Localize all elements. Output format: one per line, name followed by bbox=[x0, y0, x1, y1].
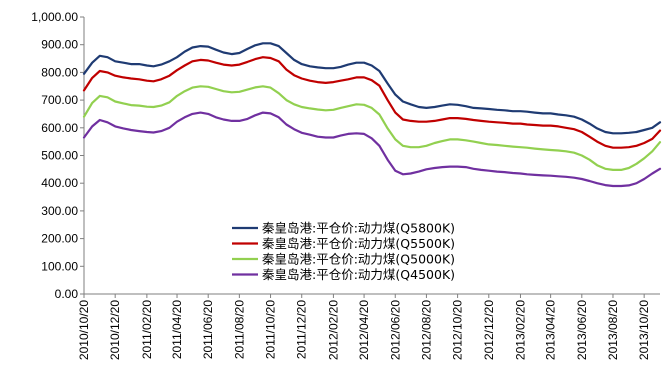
x-tick-label: 2011/06/20 bbox=[201, 300, 215, 359]
x-axis-tick-labels: 2010/10/20 2010/12/20 2011/02/20 2011/04/20… bbox=[77, 300, 651, 360]
x-tick-label: 2011/02/20 bbox=[140, 300, 154, 359]
legend-item: 秦皇岛港:平仓价:动力煤(Q5500K) bbox=[232, 236, 455, 251]
x-tick-label: 2011/12/20 bbox=[295, 300, 309, 359]
legend-item: 秦皇岛港:平仓价:动力煤(Q4500K) bbox=[232, 267, 455, 282]
x-tick-label: 2013/08/20 bbox=[606, 300, 620, 360]
x-tick-label: 2011/08/20 bbox=[232, 300, 246, 359]
y-axis-tick-labels: 0.00 100.00 200.00 300.00 400.00 500.00 600.00… bbox=[31, 10, 78, 301]
series-line-2 bbox=[82, 56, 662, 149]
x-tick-label: 2013/02/20 bbox=[513, 300, 527, 360]
y-tick-label: 400.00 bbox=[41, 176, 78, 190]
y-tick-label: 100.00 bbox=[41, 259, 78, 273]
y-tick-label: 0.00 bbox=[55, 287, 79, 301]
legend-label: 秦皇岛港:平仓价:动力煤(Q5000K) bbox=[262, 252, 455, 267]
y-tick-label: 700.00 bbox=[41, 93, 78, 107]
x-tick-label: 2013/10/20 bbox=[637, 300, 651, 360]
legend-label: 秦皇岛港:平仓价:动力煤(Q4500K) bbox=[262, 267, 455, 282]
x-tick-label: 2012/10/20 bbox=[451, 300, 465, 360]
x-tick-label: 2012/02/20 bbox=[326, 300, 340, 360]
series-line-1 bbox=[82, 42, 662, 135]
legend: 秦皇岛港:平仓价:动力煤(Q5800K)秦皇岛港:平仓价:动力煤(Q5500K)… bbox=[232, 221, 455, 282]
y-tick-label: 1,000.00 bbox=[31, 10, 78, 24]
y-tick-label: 600.00 bbox=[41, 121, 78, 135]
y-tick-label: 900.00 bbox=[41, 38, 78, 52]
x-tick-label: 2012/08/20 bbox=[419, 300, 433, 360]
y-tick-label: 500.00 bbox=[41, 149, 78, 163]
x-tick-label: 2013/06/20 bbox=[575, 300, 589, 360]
x-tick-label: 2012/12/20 bbox=[482, 300, 496, 360]
series-lines bbox=[82, 42, 662, 188]
y-tick-label: 200.00 bbox=[41, 232, 78, 246]
legend-label: 秦皇岛港:平仓价:动力煤(Q5500K) bbox=[262, 236, 455, 251]
series-line-4 bbox=[82, 111, 662, 188]
x-tick-label: 2012/04/20 bbox=[357, 300, 371, 360]
legend-item: 秦皇岛港:平仓价:动力煤(Q5800K) bbox=[232, 221, 455, 236]
x-tick-label: 2012/06/20 bbox=[388, 300, 402, 360]
y-tick-label: 800.00 bbox=[41, 65, 78, 79]
x-tick-label: 2011/10/20 bbox=[264, 300, 278, 359]
y-tick-label: 300.00 bbox=[41, 204, 78, 218]
legend-label: 秦皇岛港:平仓价:动力煤(Q5800K) bbox=[262, 221, 455, 236]
legend-item: 秦皇岛港:平仓价:动力煤(Q5000K) bbox=[232, 252, 455, 267]
x-tick-label: 2010/12/20 bbox=[108, 300, 122, 360]
axes bbox=[80, 16, 660, 298]
x-tick-label: 2011/04/20 bbox=[170, 300, 184, 359]
x-tick-label: 2013/04/20 bbox=[544, 300, 558, 360]
series-line-3 bbox=[82, 85, 662, 171]
x-tick-label: 2010/10/20 bbox=[77, 300, 91, 360]
